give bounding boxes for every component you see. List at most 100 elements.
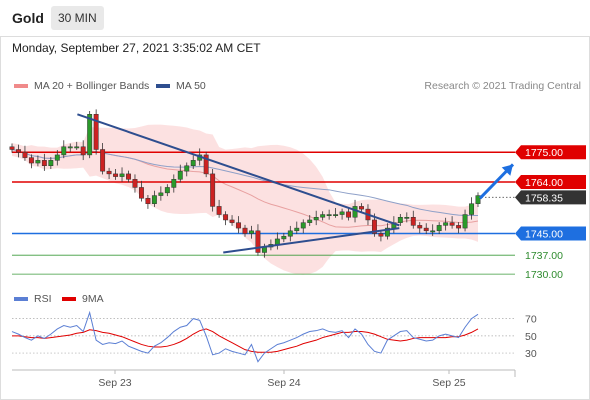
rsi-label: RSI [34, 293, 52, 305]
candle-body [462, 214, 468, 229]
candle-body [138, 187, 144, 199]
candle-body [113, 173, 119, 177]
ma20-swatch [14, 84, 28, 88]
candle-body [126, 173, 131, 180]
research-credit: Research © 2021 Trading Central [424, 80, 581, 92]
legend-rsi: RSI [14, 293, 52, 305]
legend-ma9: 9MA [62, 293, 104, 305]
candle-body [41, 160, 47, 167]
candle-body [436, 225, 442, 232]
candle-body [145, 198, 151, 204]
level-label-1730.00: 1730.00 [525, 269, 563, 281]
level-label-1775.00: 1775.00 [525, 147, 563, 159]
candle-body [404, 216, 410, 219]
current-price-label: 1758.35 [525, 192, 563, 204]
candle-body [229, 219, 235, 223]
level-label-1764.00: 1764.00 [525, 177, 563, 189]
forecast-arrow-head [501, 164, 513, 176]
rsi-tick-50: 50 [525, 331, 537, 343]
candle-body [171, 179, 177, 188]
ma50-swatch [156, 84, 170, 88]
candle-body [106, 170, 112, 175]
candle-body [249, 230, 254, 234]
level-tag-1745.00 [515, 226, 586, 241]
candle-body [378, 233, 384, 237]
candle-body [158, 192, 164, 196]
candle-body [443, 222, 449, 226]
candle-body [216, 206, 222, 215]
candle-body [371, 219, 377, 234]
candle-body [93, 114, 99, 150]
candle-body [132, 179, 138, 188]
candle-body [100, 149, 106, 172]
candle-body [456, 225, 462, 229]
candle-body [384, 227, 390, 237]
x-tick-label: Sep 23 [98, 377, 131, 389]
candle-body [164, 187, 170, 194]
candle-body [300, 222, 306, 229]
candle-body [352, 206, 358, 218]
candle-body [184, 165, 190, 172]
candle-body [274, 238, 280, 245]
candle-body [475, 195, 481, 204]
x-tick-label: Sep 24 [267, 377, 300, 389]
rsi-line [11, 310, 479, 363]
candle-body [87, 114, 93, 156]
candle-body [48, 160, 54, 167]
candle-body [9, 146, 15, 150]
current-price-tag [515, 190, 586, 205]
timeframe-badge[interactable]: 30 MIN [51, 6, 104, 30]
candle-body [151, 195, 157, 204]
candle-body [54, 154, 60, 161]
x-tick-label: Sep 25 [432, 377, 465, 389]
candle-body [313, 216, 319, 221]
candle-body [210, 173, 216, 207]
candle-body [255, 230, 261, 253]
candle-body [190, 160, 196, 167]
rsi-tick-70: 70 [525, 314, 537, 326]
candle-body [320, 214, 326, 218]
candle-body [16, 149, 21, 153]
level-label-1737.00: 1737.00 [525, 250, 563, 262]
ma9-line [12, 328, 479, 353]
chart-datetime: Monday, September 27, 2021 3:35:02 AM CE… [12, 41, 261, 55]
candle-body [333, 214, 339, 216]
level-tag-1764.00 [515, 175, 586, 190]
trendline-descending [77, 113, 400, 227]
candle-body [294, 227, 300, 232]
rsi-swatch [14, 297, 28, 301]
candle-body [417, 225, 423, 229]
candle-body [287, 230, 293, 237]
level-label-1745.00: 1745.00 [525, 229, 563, 241]
candle-body [346, 211, 352, 218]
ma9-swatch [62, 297, 76, 301]
candle-body [177, 170, 183, 180]
ma9-label: 9MA [82, 293, 104, 305]
candle-body [469, 203, 474, 215]
candle-body [307, 219, 313, 223]
candle-body [35, 160, 41, 164]
candle-body [22, 151, 28, 158]
candle-body [80, 146, 86, 156]
candle-body [326, 214, 332, 216]
legend-ma50: MA 50 [156, 80, 206, 92]
candle-body [67, 146, 73, 149]
ma20-label: MA 20 + Bollinger Bands [34, 80, 150, 92]
candle-body [74, 146, 80, 149]
candle-body [449, 222, 455, 226]
candle-body [242, 227, 248, 234]
bollinger-band [12, 124, 478, 275]
candle-body [397, 216, 403, 223]
candle-body [423, 227, 429, 232]
trendline-ascending [223, 227, 400, 254]
candle-body [410, 216, 416, 226]
legend-ma20: MA 20 + Bollinger Bands [14, 80, 149, 92]
candle-body [28, 157, 34, 164]
candle-body [236, 222, 241, 229]
candle-body [430, 230, 436, 233]
candle-body [359, 206, 364, 210]
ma50-label: MA 50 [176, 80, 206, 92]
candle-body [61, 146, 67, 156]
candle-body [339, 211, 345, 215]
